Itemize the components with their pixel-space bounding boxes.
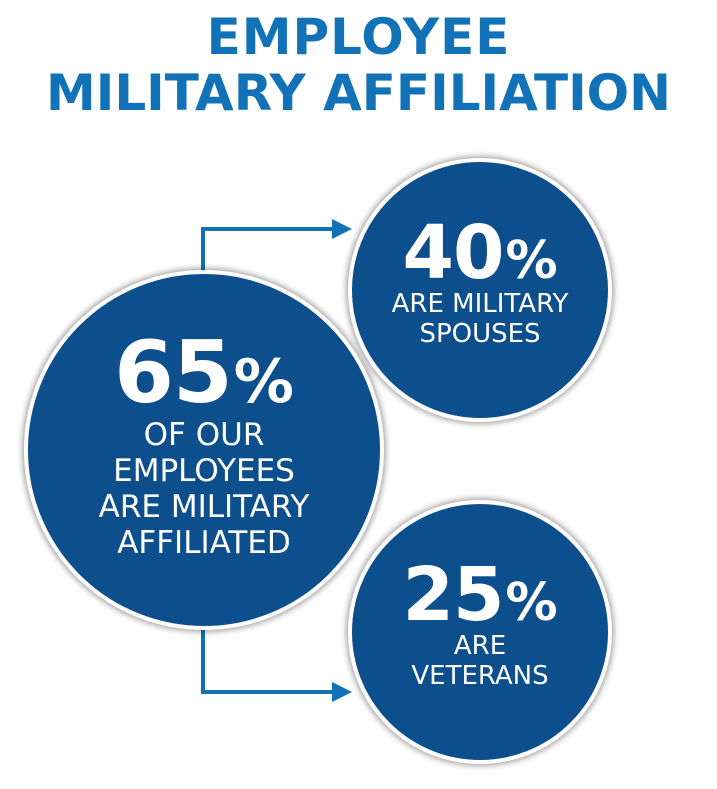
spouses-label-line: ARE MILITARY (391, 289, 569, 320)
affiliated-percentage-sign: % (233, 346, 294, 417)
military-affiliated-circle: 65% OF OUR EMPLOYEES ARE MILITARY AFFILI… (24, 270, 384, 630)
affiliated-label-line: AFFILIATED (117, 525, 291, 562)
arrow-to-veterans (201, 628, 336, 694)
affiliated-percentage-number: 65 (114, 322, 233, 423)
page-title-line-1: EMPLOYEE (206, 8, 511, 66)
affiliated-percentage: 65% (114, 330, 294, 416)
spouses-percentage-sign: % (505, 231, 558, 292)
veterans-percentage-number: 25 (402, 552, 504, 639)
arrow-to-spouses (201, 227, 336, 272)
veterans-percentage-sign: % (505, 573, 558, 634)
affiliated-label-line: ARE MILITARY (98, 489, 310, 525)
veterans-label-line: VETERANS (411, 661, 549, 691)
veterans-circle: 25% ARE VETERANS (348, 500, 612, 764)
arrow-head-veterans (332, 682, 352, 702)
spouses-label-line: SPOUSES (419, 319, 541, 349)
military-spouses-circle: 40% ARE MILITARY SPOUSES (348, 158, 612, 422)
affiliated-label-line: EMPLOYEES (113, 452, 295, 489)
affiliated-label-line: OF OUR (143, 416, 265, 453)
spouses-percentage-number: 40 (402, 210, 504, 297)
page-title-line-2: MILITARY AFFILIATION (45, 64, 672, 122)
veterans-label-line: ARE (453, 631, 507, 662)
spouses-percentage: 40% (402, 216, 557, 290)
arrow-head-spouses (332, 219, 352, 239)
veterans-percentage: 25% (402, 558, 557, 632)
